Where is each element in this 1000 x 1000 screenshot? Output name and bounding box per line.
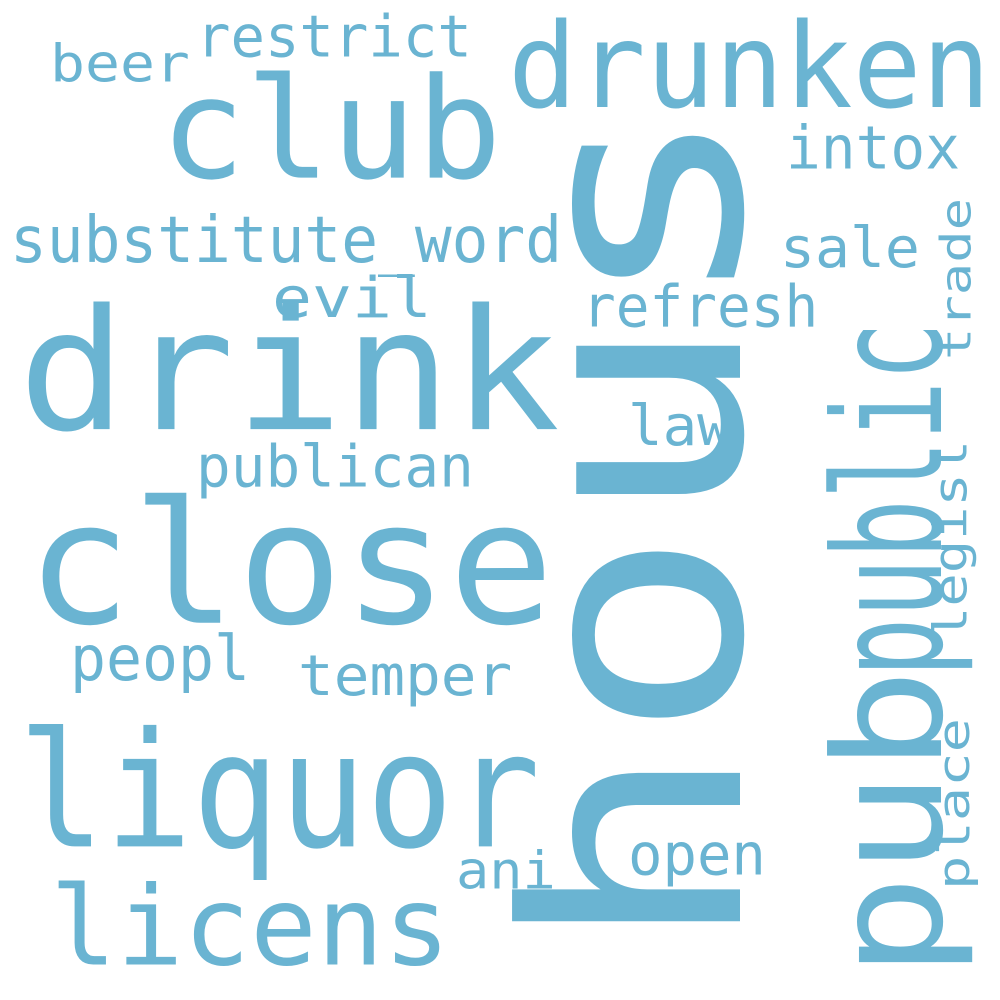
word-beer: beer: [50, 33, 190, 95]
word-drunken: drunken: [508, 0, 991, 136]
word-law: law: [628, 392, 732, 459]
word-sale: sale: [780, 214, 920, 281]
word-refresh: refresh: [582, 272, 819, 341]
word-place: place: [928, 717, 980, 890]
word-trade: trade: [931, 197, 981, 360]
word-evil: evil: [272, 264, 432, 331]
word-intox: intox: [786, 112, 961, 183]
word-ani: ani: [456, 840, 556, 902]
word-peopl: peopl: [70, 622, 251, 695]
word-liquor: liquor: [18, 697, 541, 885]
word-club: club: [160, 47, 502, 212]
word-substitute-word: substitute_word: [10, 202, 563, 278]
word-drink: drink: [18, 272, 561, 470]
word-publican: publican: [196, 432, 474, 501]
word-open: open: [628, 820, 766, 889]
word-close: close: [26, 464, 555, 664]
word-licens: licens: [50, 862, 451, 991]
word-temper: temper: [298, 642, 513, 709]
word-legisl: legisl: [923, 439, 978, 640]
word-restrict: restrict: [196, 2, 472, 71]
